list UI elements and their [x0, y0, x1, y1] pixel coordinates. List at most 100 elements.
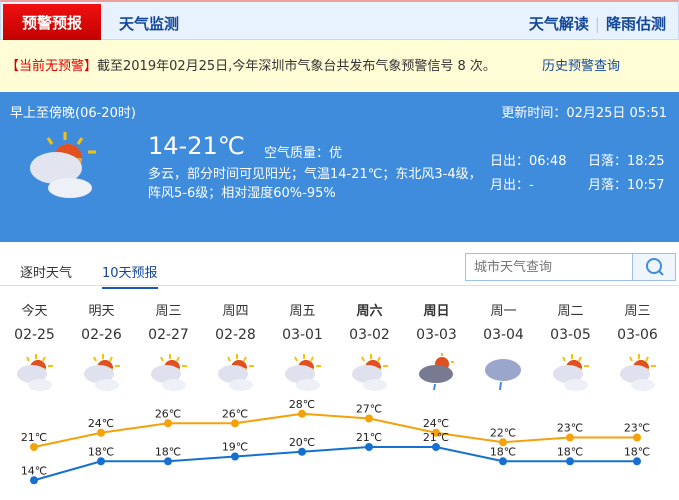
low-temp-label: 18℃: [624, 445, 650, 458]
warning-bar: 【当前无预警】截至2019年02月25日,今年深圳市气象台共发布气象预警信号 8…: [0, 40, 679, 92]
partly-cloudy-icon: [17, 354, 53, 391]
partly-cloudy-icon: [151, 354, 187, 391]
low-temp-point: [365, 443, 373, 451]
low-temp-point: [298, 447, 306, 456]
low-temp-label: 19℃: [222, 441, 248, 454]
high-temp-point: [164, 419, 172, 428]
low-temp-label: 21℃: [356, 431, 382, 444]
high-temp-line: [33, 412, 637, 448]
low-temp-point: [499, 457, 507, 466]
low-temp-point: [231, 452, 239, 461]
forecast-date: 03-06: [617, 327, 658, 343]
divider: |: [594, 15, 600, 33]
forecast-date: 02-25: [14, 327, 55, 343]
top-nav: 预警预报 天气监测 天气解读 | 降雨估测: [0, 0, 679, 42]
forecast-date: 03-03: [416, 327, 457, 343]
search-icon: [646, 258, 664, 276]
low-temp-point: [30, 476, 38, 485]
partly-cloudy-icon: [553, 354, 589, 391]
forecast-tabs: 逐时天气 10天预报: [0, 242, 679, 289]
forecast-day-name: 明天: [88, 304, 115, 319]
warning-status: 【当前无预警】: [6, 59, 98, 74]
history-warning-link[interactable]: 历史预警查询: [542, 59, 621, 74]
forecast-day-name: 周三: [624, 304, 651, 319]
period-label: 早上至傍晚(06-20时): [10, 106, 136, 121]
high-temp-point: [499, 438, 507, 447]
tab-warning-forecast[interactable]: 预警预报: [3, 4, 101, 42]
tab-hourly[interactable]: 逐时天气: [20, 266, 73, 281]
moonrise: 月出：-: [490, 178, 534, 193]
high-temp-label: 22℃: [490, 426, 516, 439]
high-temp-point: [566, 433, 574, 442]
low-temp-label: 18℃: [155, 445, 181, 458]
partly-cloudy-icon: [620, 354, 656, 391]
partly-cloudy-icon: [84, 354, 120, 391]
forecast-day-name: 周六: [356, 304, 383, 319]
current-weather-panel: 早上至傍晚(06-20时) 更新时间：02月25日 05:51 14-21℃ 空…: [0, 92, 679, 242]
update-time: 更新时间：02月25日 05:51: [501, 106, 667, 121]
low-temp-point: [566, 457, 574, 466]
high-temp-point: [298, 409, 306, 418]
partly-cloudy-icon: [30, 132, 96, 198]
forecast-day-name: 周日: [423, 304, 450, 319]
warning-text: 截至2019年02月25日,今年深圳市气象台共发布气象预警信号 8 次。: [97, 59, 496, 74]
forecast-date: 03-01: [282, 327, 323, 343]
low-temp-point: [164, 457, 172, 466]
high-temp-label: 24℃: [423, 417, 449, 430]
temperature-chart: 21℃24℃26℃ 26℃28℃ 27℃24℃22℃ 23℃ 23℃14℃18℃ 18℃ 1…: [21, 398, 650, 485]
low-temp-label: 20℃: [289, 436, 315, 449]
low-temp-point: [97, 457, 105, 466]
high-temp-label: 27℃: [356, 403, 382, 416]
temperature-range: 14-21℃: [148, 132, 245, 160]
sunset: 日落：18:25: [588, 154, 665, 169]
link-rain-estimate[interactable]: 降雨估测: [605, 15, 666, 33]
link-weather-analysis[interactable]: 天气解读: [528, 15, 589, 33]
high-temp-point: [365, 414, 373, 423]
forecast-day-name: 周一: [490, 304, 517, 319]
weather-description: 多云，部分时间可见阳光；气温14-21℃；东北风3-4级，阵风5-6级；相对湿度…: [148, 167, 482, 201]
tab-weather-monitoring[interactable]: 天气监测: [119, 15, 180, 33]
low-temp-label: 21℃: [423, 431, 449, 444]
forecast-day-name: 周三: [155, 304, 182, 319]
high-temp-point: [432, 428, 440, 437]
partly-cloudy-icon: [218, 354, 254, 391]
tab-ten-day[interactable]: 10天预报: [102, 262, 158, 289]
light-rain-icon: [485, 359, 521, 391]
partly-cloudy-icon: [285, 354, 321, 391]
moonset: 月落：10:57: [588, 178, 665, 193]
low-temp-label: 14℃: [21, 464, 47, 477]
low-temp-label: 18℃: [88, 445, 114, 458]
low-temp-label: 18℃: [557, 445, 583, 458]
forecast-date: 02-26: [81, 327, 122, 343]
forecast-day-name: 今天: [21, 304, 48, 319]
high-temp-label: 26℃: [222, 407, 248, 420]
city-search-input[interactable]: [465, 253, 633, 281]
forecast-date: 03-02: [349, 327, 390, 343]
high-temp-point: [97, 428, 105, 437]
high-temp-point: [231, 419, 239, 428]
high-temp-label: 28℃: [289, 398, 315, 411]
high-temp-label: 23℃: [624, 422, 650, 435]
sunrise: 日出：06:48: [490, 154, 567, 169]
forecast-date: 02-27: [148, 327, 189, 343]
low-temp-point: [432, 443, 440, 451]
forecast-day-name: 周四: [222, 304, 249, 319]
forecast-day-name: 周五: [289, 304, 316, 319]
high-temp-label: 23℃: [557, 422, 583, 435]
right-links: 天气解读 | 降雨估测: [529, 13, 666, 34]
forecast-date: 03-05: [550, 327, 591, 343]
high-temp-label: 26℃: [155, 407, 181, 420]
forecast-date: 02-28: [215, 327, 256, 343]
high-temp-point: [633, 433, 641, 442]
low-temp-label: 18℃: [490, 445, 516, 458]
forecast-date: 03-04: [483, 327, 524, 343]
low-temp-point: [633, 457, 641, 466]
high-temp-label: 21℃: [21, 431, 47, 444]
high-temp-label: 24℃: [88, 417, 114, 430]
sun-shower-icon: [419, 353, 454, 391]
search-button[interactable]: [632, 253, 676, 281]
low-temp-line: [33, 446, 637, 482]
air-quality: 空气质量：优: [264, 146, 343, 161]
forecast-day-name: 周二: [557, 304, 584, 319]
partly-cloudy-icon: [352, 354, 388, 391]
